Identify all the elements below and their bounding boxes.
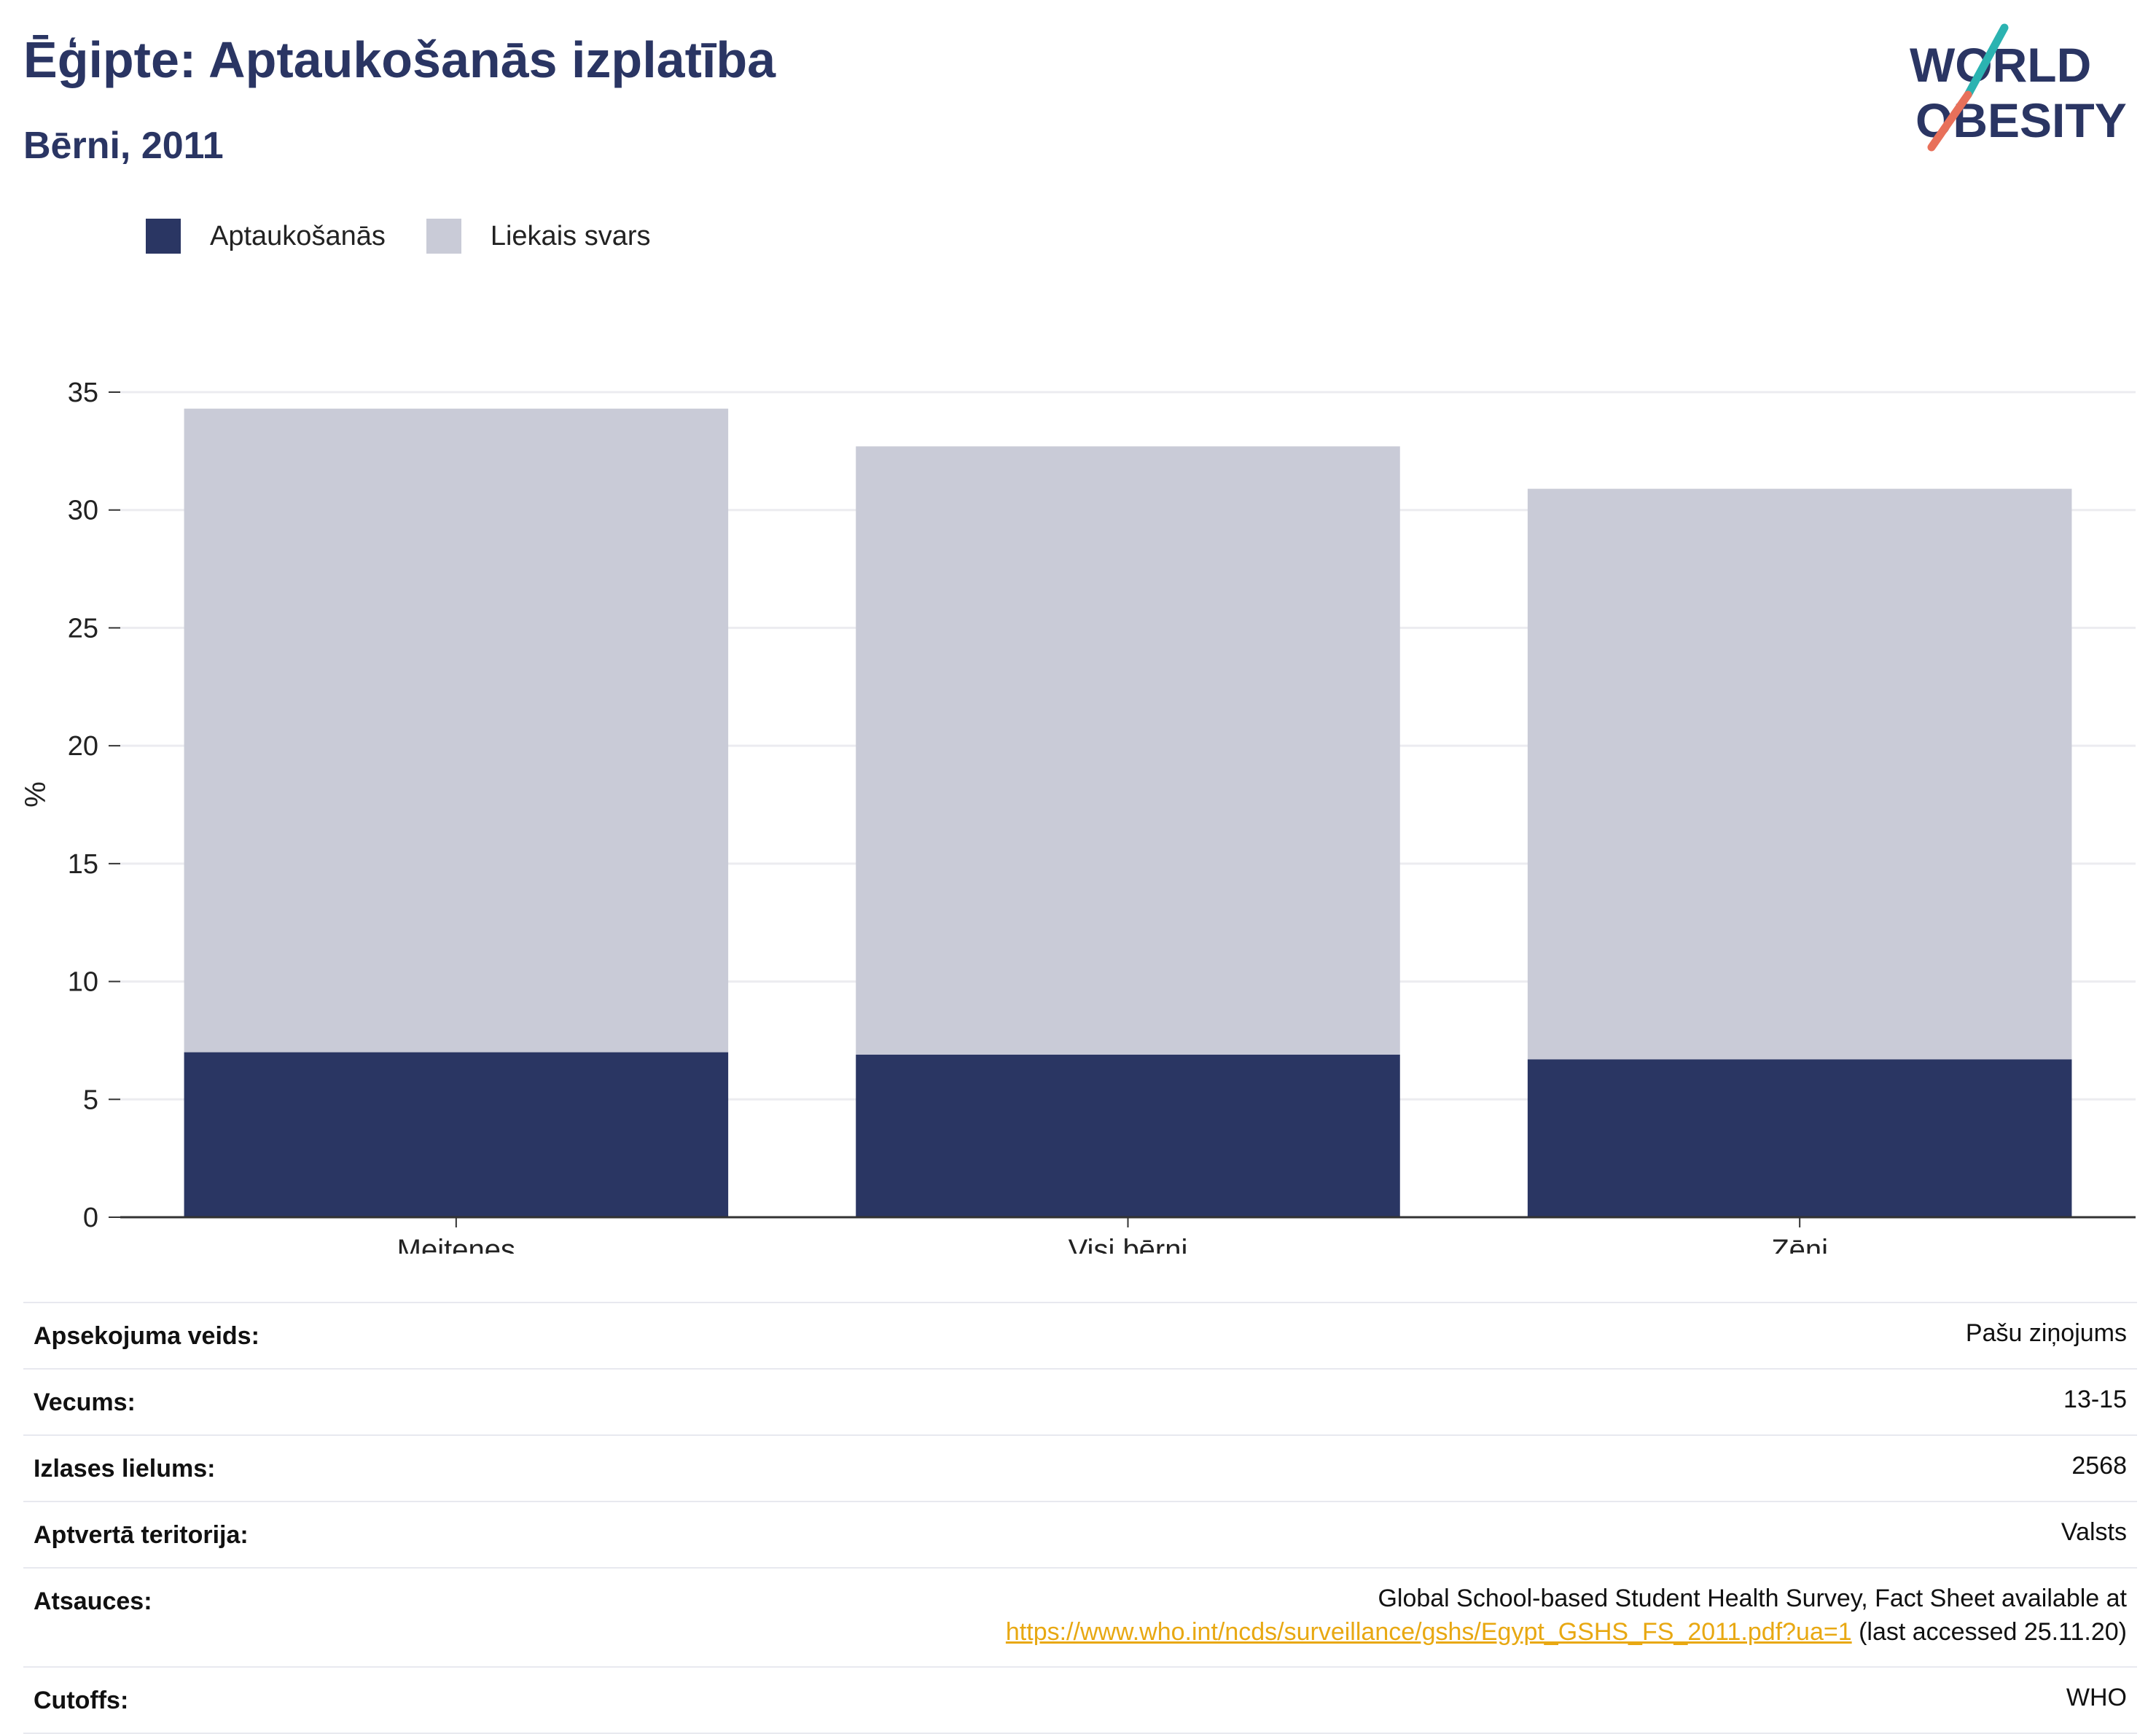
info-label: Cutoffs: [34, 1687, 129, 1714]
bar-segment-overweight[interactable] [1527, 488, 2072, 1060]
y-tick-label: 25 [68, 613, 98, 644]
info-label: Atsauces: [34, 1587, 152, 1615]
y-axis-ticks: 0 5 10 15 20 25 30 35 [68, 378, 120, 1233]
info-row-sample-size: Izlases lielums: 2568 [23, 1434, 2137, 1501]
info-label: Vecums: [34, 1389, 136, 1416]
info-value: Pašu ziņojums [1965, 1319, 2127, 1347]
y-tick-label: 15 [68, 849, 98, 880]
world-obesity-logo: WORLD OBESITY [1910, 23, 2127, 152]
info-label: Apsekojuma veids: [34, 1322, 259, 1350]
info-label: Aptvertā teritorija: [34, 1521, 249, 1549]
y-tick-label: 0 [83, 1203, 98, 1233]
references-value: Global School-based Student Health Surve… [1006, 1582, 2127, 1649]
references-link[interactable]: https://www.who.int/ncds/surveillance/gs… [1005, 1618, 1852, 1646]
info-label: Izlases lielums: [34, 1455, 216, 1483]
bar-segment-obesity[interactable] [1527, 1059, 2072, 1217]
stacked-bar-chart: 0 5 10 15 20 25 30 35 Meitenes Visi bērni Zēni % [20, 378, 2136, 1254]
bar-segment-obesity[interactable] [184, 1052, 729, 1217]
bar-segment-obesity[interactable] [856, 1054, 1400, 1217]
info-value: 2568 [2071, 1452, 2127, 1480]
logo-word-world: WORLD [1910, 38, 2091, 92]
x-tick-label: Zēni [1771, 1234, 1828, 1254]
x-tick-label: Meitenes [397, 1234, 515, 1254]
logo-slash-bottom [1927, 90, 1972, 152]
legend-label-overweight: Liekais svars [490, 220, 651, 251]
legend-item-overweight[interactable]: Liekais svars [426, 219, 651, 254]
chart-bars [184, 408, 2072, 1217]
info-value: 13-15 [2063, 1386, 2127, 1413]
y-tick-label: 20 [68, 731, 98, 762]
references-suffix: (last accessed 25.11.20) [1851, 1618, 2127, 1646]
legend-item-obesity[interactable]: Aptaukošanās [146, 219, 386, 254]
bar-segment-overweight[interactable] [856, 446, 1400, 1055]
info-row-references: Atsauces: Global School-based Student He… [23, 1567, 2137, 1666]
info-row-coverage: Aptvertā teritorija: Valsts [23, 1501, 2137, 1567]
survey-info-table: Apsekojuma veids: Pašu ziņojums Vecums: … [23, 1302, 2137, 1734]
bar-segment-overweight[interactable] [184, 408, 729, 1052]
info-value: Valsts [2061, 1518, 2127, 1546]
info-value: WHO [2066, 1684, 2127, 1711]
page-title: Ēģipte: Aptaukošanās izplatība [23, 31, 776, 88]
x-axis-ticks: Meitenes Visi bērni Zēni [120, 1216, 2136, 1254]
info-row-survey-type: Apsekojuma veids: Pašu ziņojums [23, 1302, 2137, 1368]
legend-swatch-obesity [146, 219, 181, 254]
legend-label-obesity: Aptaukošanās [210, 220, 386, 251]
chart-legend: Aptaukošanās Liekais svars [146, 216, 691, 257]
references-text: Global School-based Student Health Surve… [1378, 1585, 2127, 1612]
y-tick-label: 10 [68, 967, 98, 998]
y-tick-label: 5 [83, 1085, 98, 1115]
x-tick-label: Visi bērni [1069, 1234, 1188, 1254]
y-axis-label: % [20, 781, 52, 808]
legend-swatch-overweight [426, 219, 461, 254]
info-row-age: Vecums: 13-15 [23, 1368, 2137, 1434]
page-subtitle: Bērni, 2011 [23, 125, 224, 167]
info-row-cutoffs: Cutoffs: WHO [23, 1666, 2137, 1734]
logo-slash-top [1964, 23, 2009, 99]
y-tick-label: 30 [68, 496, 98, 526]
y-tick-label: 35 [68, 378, 98, 408]
